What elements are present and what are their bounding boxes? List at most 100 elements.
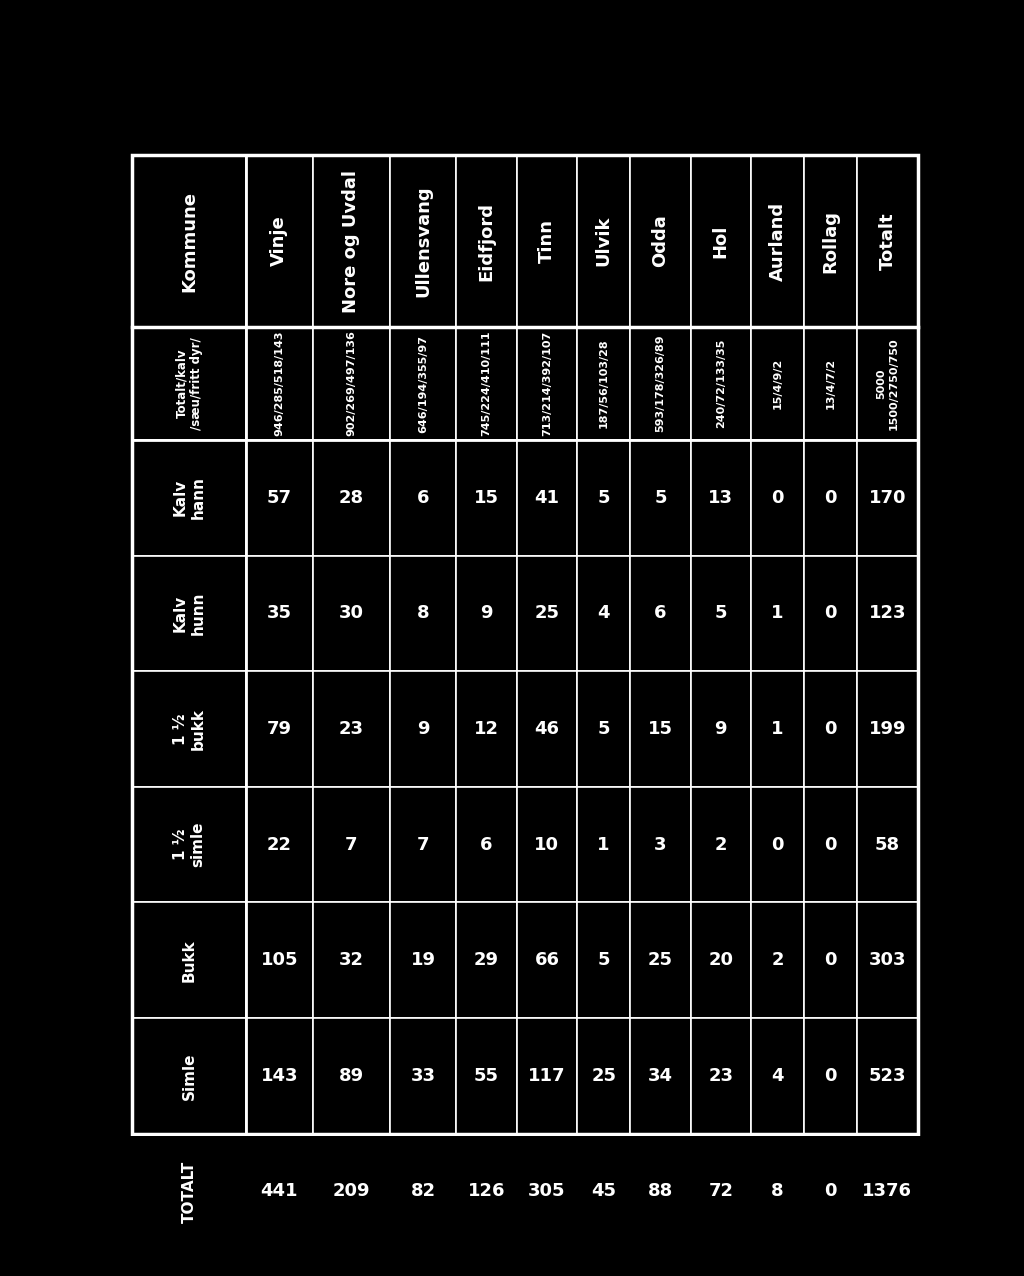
- Bar: [804, 902, 857, 1018]
- Text: Nore og Uvdal: Nore og Uvdal: [342, 170, 360, 313]
- Text: Odda: Odda: [651, 214, 670, 268]
- Bar: [578, 440, 630, 555]
- Text: 15/4/9/2: 15/4/9/2: [772, 357, 782, 410]
- Bar: [578, 671, 630, 787]
- Bar: [390, 902, 457, 1018]
- Bar: [578, 787, 630, 902]
- Bar: [390, 327, 457, 440]
- Text: 123: 123: [868, 605, 906, 623]
- Text: 88: 88: [648, 1183, 673, 1201]
- Text: 6: 6: [654, 605, 667, 623]
- Bar: [517, 440, 578, 555]
- Text: 20: 20: [709, 952, 733, 970]
- Text: 25: 25: [535, 605, 559, 623]
- Text: 8: 8: [771, 1183, 784, 1201]
- Text: 0: 0: [824, 605, 837, 623]
- Text: 5: 5: [715, 605, 727, 623]
- Text: 1 ½
simle: 1 ½ simle: [173, 822, 205, 868]
- Text: 105: 105: [261, 952, 298, 970]
- Text: 143: 143: [261, 1067, 298, 1085]
- Bar: [517, 671, 578, 787]
- Bar: [312, 327, 390, 440]
- Text: 5: 5: [597, 720, 610, 738]
- Bar: [690, 902, 751, 1018]
- Bar: [246, 1018, 312, 1133]
- Bar: [312, 1018, 390, 1133]
- Bar: [804, 555, 857, 671]
- Text: Bukk: Bukk: [181, 939, 197, 981]
- Bar: [804, 1018, 857, 1133]
- Bar: [578, 327, 630, 440]
- Text: 0: 0: [824, 836, 837, 854]
- Text: 58: 58: [874, 836, 900, 854]
- Text: 25: 25: [648, 952, 673, 970]
- Bar: [390, 787, 457, 902]
- Text: 7: 7: [417, 836, 429, 854]
- Text: 303: 303: [868, 952, 906, 970]
- Text: 30: 30: [339, 605, 364, 623]
- Text: Aurland: Aurland: [769, 202, 786, 281]
- Bar: [517, 1018, 578, 1133]
- Bar: [630, 156, 690, 327]
- Text: Kommune: Kommune: [180, 190, 198, 291]
- Text: Totalt/kalv
/sæu/fritt dyr/: Totalt/kalv /sæu/fritt dyr/: [175, 337, 203, 430]
- Bar: [857, 156, 918, 327]
- Bar: [690, 671, 751, 787]
- Text: 13/4/7/2: 13/4/7/2: [825, 359, 836, 410]
- Bar: [804, 440, 857, 555]
- Bar: [751, 787, 804, 902]
- Bar: [630, 671, 690, 787]
- Bar: [690, 787, 751, 902]
- Bar: [246, 671, 312, 787]
- Bar: [804, 1133, 857, 1249]
- Text: 240/72/133/35: 240/72/133/35: [716, 339, 726, 429]
- Text: 12: 12: [474, 720, 499, 738]
- Bar: [804, 156, 857, 327]
- Text: 15: 15: [474, 489, 499, 507]
- Bar: [630, 555, 690, 671]
- Text: 15: 15: [648, 720, 673, 738]
- Bar: [751, 440, 804, 555]
- Bar: [457, 671, 517, 787]
- Text: 19: 19: [411, 952, 435, 970]
- Bar: [517, 902, 578, 1018]
- Bar: [312, 555, 390, 671]
- Bar: [690, 1018, 751, 1133]
- Text: 72: 72: [709, 1183, 733, 1201]
- Text: 35: 35: [267, 605, 292, 623]
- Bar: [517, 156, 578, 327]
- Bar: [630, 787, 690, 902]
- Bar: [132, 787, 246, 902]
- Bar: [804, 671, 857, 787]
- Bar: [857, 787, 918, 902]
- Text: 9: 9: [417, 720, 429, 738]
- Bar: [751, 555, 804, 671]
- Text: 41: 41: [535, 489, 559, 507]
- Text: 8: 8: [417, 605, 429, 623]
- Text: 902/269/497/136: 902/269/497/136: [346, 330, 356, 436]
- Text: 187/56/103/28: 187/56/103/28: [599, 338, 608, 429]
- Text: Rollag: Rollag: [821, 209, 840, 273]
- Bar: [246, 156, 312, 327]
- Bar: [312, 787, 390, 902]
- Text: 745/224/410/111: 745/224/410/111: [481, 330, 492, 436]
- Text: 593/178/326/89: 593/178/326/89: [655, 334, 666, 433]
- Text: 0: 0: [824, 489, 837, 507]
- Bar: [457, 1018, 517, 1133]
- Text: Simle: Simle: [181, 1053, 197, 1100]
- Text: 1376: 1376: [862, 1183, 912, 1201]
- Text: 3: 3: [654, 836, 667, 854]
- Text: Ulvik: Ulvik: [595, 216, 612, 267]
- Text: 23: 23: [709, 1067, 733, 1085]
- Text: 2: 2: [715, 836, 727, 854]
- Text: 6: 6: [480, 836, 493, 854]
- Text: 713/214/392/107: 713/214/392/107: [542, 330, 552, 436]
- Bar: [517, 1133, 578, 1249]
- Text: 79: 79: [267, 720, 292, 738]
- Bar: [390, 671, 457, 787]
- Bar: [246, 327, 312, 440]
- Bar: [690, 440, 751, 555]
- Bar: [246, 440, 312, 555]
- Bar: [578, 156, 630, 327]
- Text: 10: 10: [535, 836, 559, 854]
